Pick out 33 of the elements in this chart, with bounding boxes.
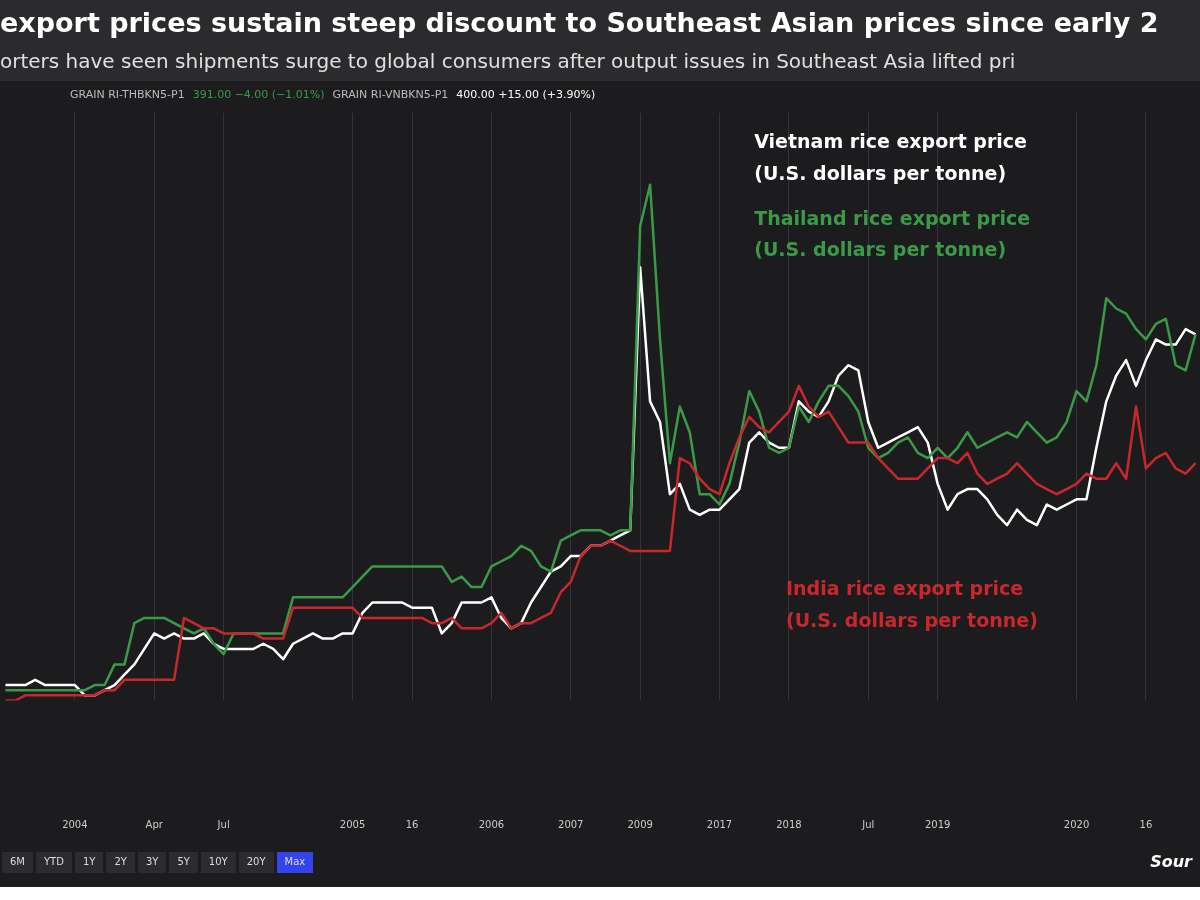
- text: 2Y: [106, 852, 135, 873]
- x-tick-label: 2019: [924, 818, 951, 830]
- text: Vietnam rice export price (U.S. dollars per tonne): [754, 130, 1027, 185]
- text: Thailand rice export price (U.S. dollars per tonne): [754, 206, 1031, 261]
- x-tick-label: Apr: [145, 818, 164, 830]
- text: 3Y: [137, 852, 167, 873]
- x-tick-label: 2004: [62, 818, 88, 830]
- text: 400.00 +15.00 (+3.90%): [456, 88, 596, 102]
- x-tick-label: 2009: [627, 818, 653, 830]
- text: 5Y: [169, 852, 198, 873]
- text: Max: [276, 852, 314, 873]
- chart-title: export prices sustain steep discount to Southeast Asian prices since early 2: [0, 6, 1160, 40]
- text: GRAIN RI-VNBKN5-P1: [332, 88, 449, 102]
- x-tick-label: 2005: [339, 818, 366, 830]
- text: Sour: [1150, 851, 1194, 873]
- x-tick-label: Jul: [216, 818, 230, 830]
- x-tick-label: 2018: [776, 818, 802, 830]
- text: India rice export price (U.S. dollars per tonne): [785, 577, 1038, 631]
- x-tick-label: Jul: [861, 818, 875, 830]
- x-tick-label: 16: [405, 818, 419, 830]
- x-tick-label: 2007: [558, 818, 584, 830]
- text: 10Y: [200, 852, 236, 873]
- text: 20Y: [238, 852, 274, 873]
- chart-subtitle: orters have seen shipments surge to global consumers after output issues in Southeast Asia lifted pri: [0, 47, 1017, 75]
- x-tick-label: 2017: [706, 818, 733, 830]
- text: 6M: [2, 852, 33, 873]
- text: GRAIN RI-THBKN5-P1: [70, 88, 185, 102]
- x-tick-label: 2020: [1063, 818, 1090, 830]
- x-tick-label: 2006: [478, 818, 505, 830]
- x-tick-label: 16: [1139, 818, 1153, 830]
- text: 1Y: [74, 852, 104, 873]
- text: YTD: [36, 852, 72, 873]
- text: 391.00 −4.00 (−1.01%): [192, 88, 325, 102]
